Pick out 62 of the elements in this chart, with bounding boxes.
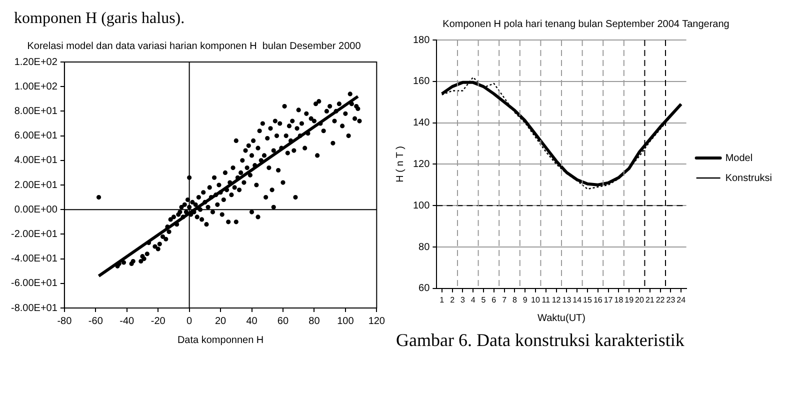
x-tick-label: 11 xyxy=(542,295,551,304)
x-tick-label: 22 xyxy=(656,295,666,304)
chart-title: Komponen H pola hari tenang bulan September 2004 Tangerang xyxy=(442,18,730,30)
x-tick-label: 15 xyxy=(583,295,592,304)
y-tick-label: 60 xyxy=(418,283,430,294)
x-tick-label: 9 xyxy=(522,295,528,304)
y-tick-label: 1.20E+02 xyxy=(14,56,58,68)
x-tick-label: 19 xyxy=(624,295,634,304)
y-tick-label: 1.00E+02 xyxy=(14,81,58,92)
x-tick-label: 0 xyxy=(186,316,193,327)
x-tick-label: -40 xyxy=(120,316,135,327)
x-tick-label: 120 xyxy=(368,316,386,327)
x-tick-label: 18 xyxy=(614,295,624,304)
y-tick-label: 4.00E+01 xyxy=(14,155,58,166)
x-tick-label: 4 xyxy=(470,295,476,304)
y-tick-label: 2.00E+01 xyxy=(14,180,58,191)
y-tick-label: 140 xyxy=(412,118,430,129)
x-tick-label: -80 xyxy=(57,316,72,327)
x-tick-label: 23 xyxy=(666,295,676,304)
x-tick-label: -20 xyxy=(150,316,166,327)
y-tick-label: -2.00E+01 xyxy=(10,228,58,240)
y-tick-label: 120 xyxy=(412,158,430,170)
y-tick-label: -6.00E+01 xyxy=(10,278,58,290)
legend-label: Model xyxy=(725,152,753,164)
x-tick-label: 20 xyxy=(635,295,645,304)
text: Gambar 6. Data konstruksi karakteristik xyxy=(395,329,686,352)
x-tick-label: 5 xyxy=(481,295,486,304)
x-tick-label: 8 xyxy=(512,295,518,304)
y-tick-label: -4.00E+01 xyxy=(10,254,58,265)
x-tick-label: 80 xyxy=(308,316,320,327)
legend-label: Konstruksi xyxy=(725,172,772,184)
x-tick-label: 13 xyxy=(562,295,572,304)
x-tick-label: 20 xyxy=(214,316,227,327)
x-tick-label: 1 xyxy=(440,295,445,304)
x-tick-label: 21 xyxy=(645,295,655,304)
x-tick-label: 24 xyxy=(676,295,686,304)
x-tick-label: 17 xyxy=(604,295,614,304)
x-tick-label: 3 xyxy=(460,295,466,304)
y-tick-label: 100 xyxy=(412,200,430,212)
x-tick-label: 60 xyxy=(277,316,289,327)
x-tick-label: -60 xyxy=(88,316,104,327)
x-tick-label: 14 xyxy=(572,295,582,304)
x-tick-label: 16 xyxy=(593,295,603,304)
x-tick-label: 6 xyxy=(492,295,497,304)
x-tick-label: 40 xyxy=(246,316,258,327)
y-tick-label: 6.00E+01 xyxy=(14,130,58,142)
text: komponen H (garis halus). xyxy=(13,9,186,29)
x-axis-title: Waktu(UT) xyxy=(538,312,586,324)
y-tick-label: 0.00E+00 xyxy=(14,204,58,216)
chart-title: Korelasi model dan data variasi harian komponen H bulan Desember 2000 xyxy=(27,40,362,52)
x-tick-label: 7 xyxy=(502,295,508,304)
x-axis-title: Data komponnen H xyxy=(177,334,264,346)
x-tick-label: 2 xyxy=(450,295,456,304)
x-tick-label: 12 xyxy=(552,295,562,304)
y-tick-label: 80 xyxy=(418,242,430,253)
y-tick-label: 160 xyxy=(412,76,430,88)
x-tick-label: 10 xyxy=(531,295,540,304)
y-tick-label: 180 xyxy=(412,34,430,46)
y-tick-label: 8.00E+01 xyxy=(14,106,58,117)
x-tick-label: 100 xyxy=(337,316,354,327)
y-tick-label: -8.00E+01 xyxy=(10,302,58,314)
y-axis-title: H ( n T ) xyxy=(394,146,406,182)
